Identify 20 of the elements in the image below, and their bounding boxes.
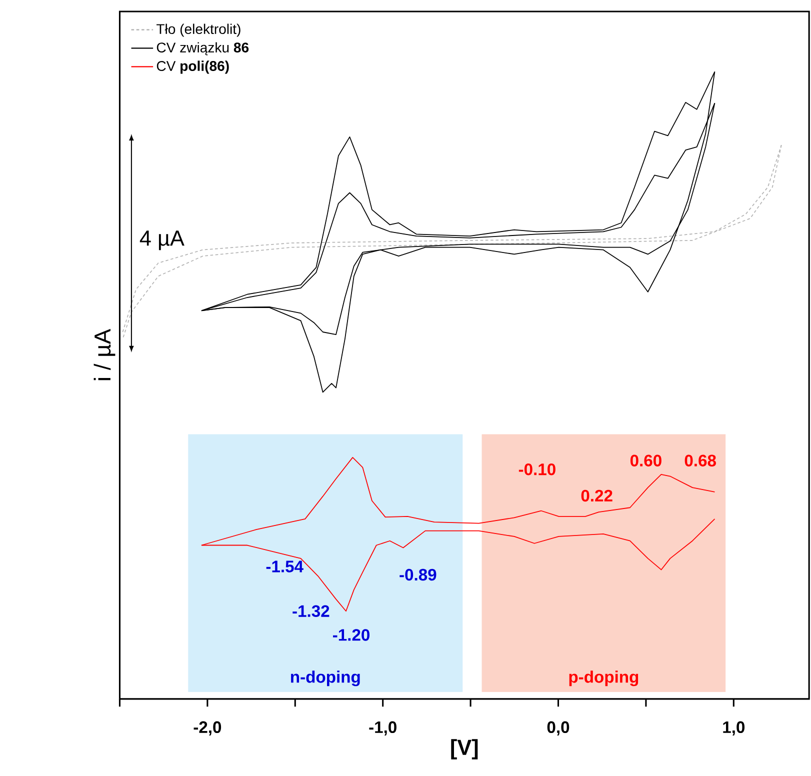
annotation: -0.10 xyxy=(518,463,556,476)
annotation: 0.68 xyxy=(684,454,716,466)
annotation: -0.89 xyxy=(400,568,436,580)
x-axis-title: [V] xyxy=(451,738,478,760)
legend-label: CV związku 86 xyxy=(156,42,249,56)
annotation: -1.32 xyxy=(292,604,330,617)
annotation: 0.22 xyxy=(581,490,612,502)
annotation: 4 µA xyxy=(140,230,184,250)
band-label: p-doping xyxy=(569,670,638,686)
band-label: n-doping xyxy=(291,670,360,686)
legend-label: Tło (elektrolit) xyxy=(156,23,240,37)
annotation: 0.60 xyxy=(630,454,662,466)
x-tick-label: -2,0 xyxy=(194,721,222,736)
annotation: -1.20 xyxy=(332,628,370,641)
legend-label: CV poli(86) xyxy=(156,60,229,74)
x-tick-label: 1,0 xyxy=(723,721,745,736)
annotation: -1.54 xyxy=(266,560,304,572)
y-axis-title: i / µA xyxy=(94,328,116,380)
x-tick-label: -1,0 xyxy=(369,721,396,736)
x-tick-label: 0,0 xyxy=(547,721,570,736)
